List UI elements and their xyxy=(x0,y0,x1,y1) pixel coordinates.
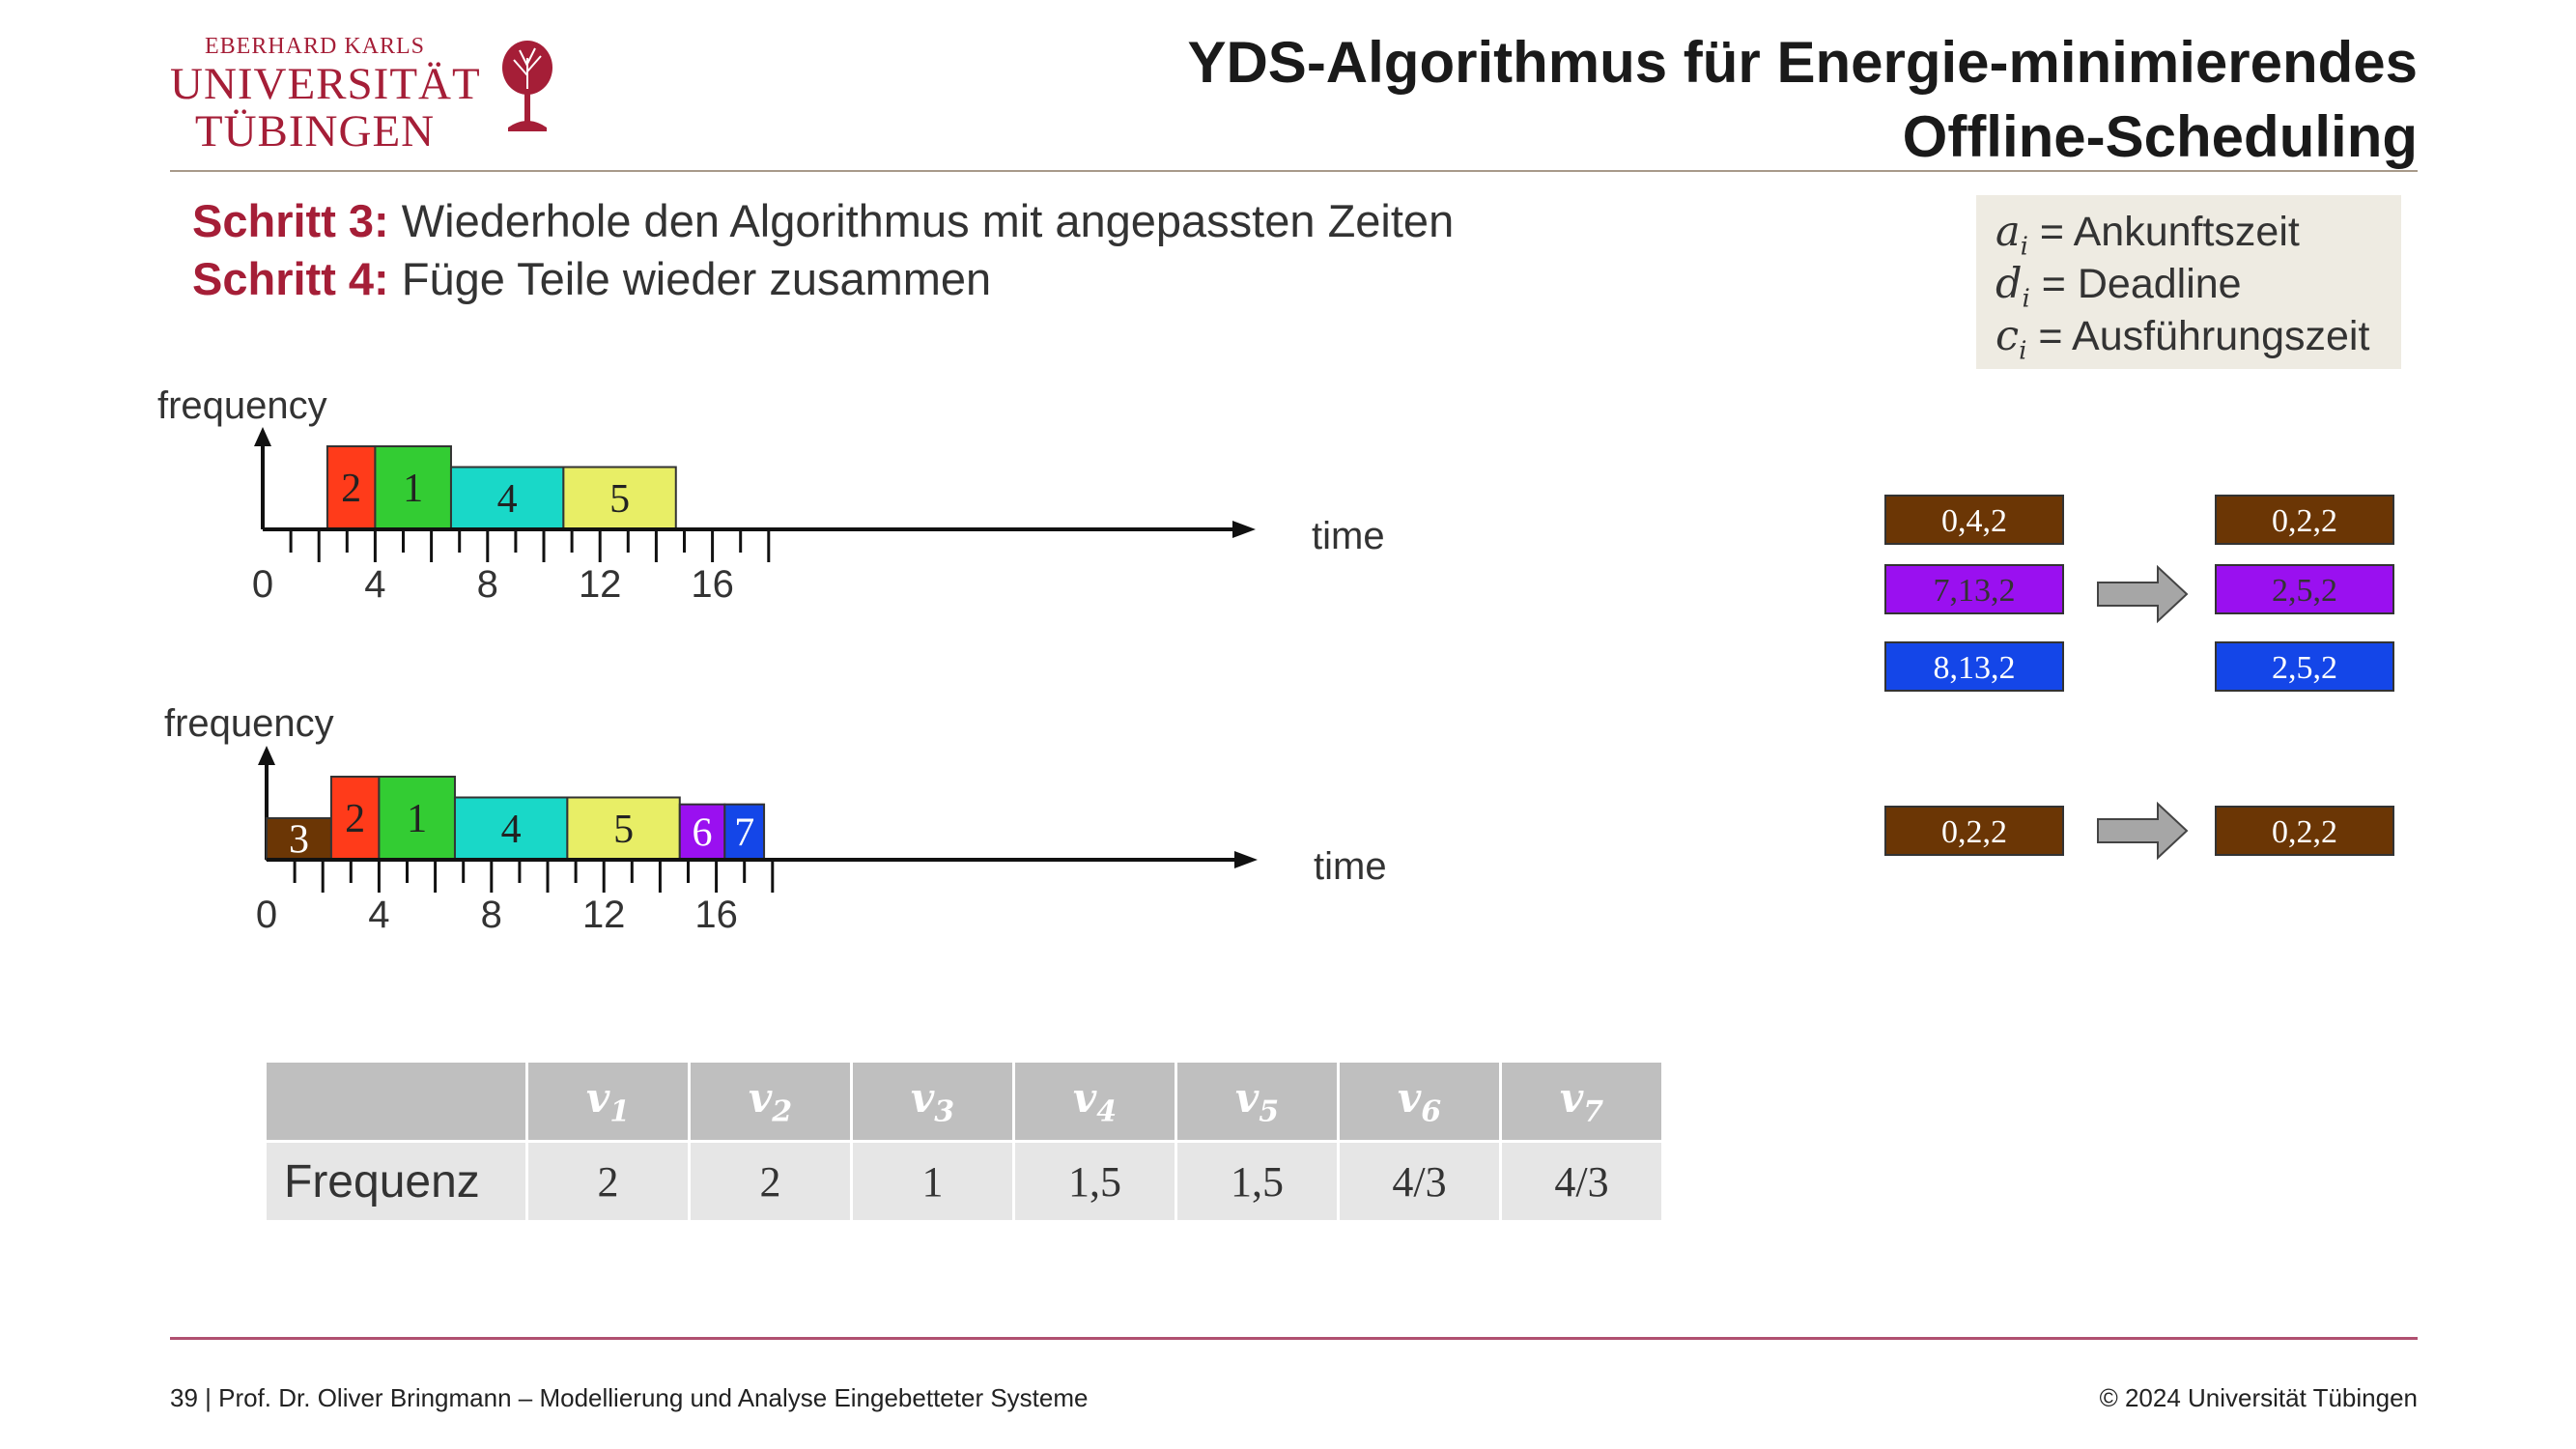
bottom-tick-label-16: 16 xyxy=(694,894,738,936)
logo-line-3: TÜBINGEN xyxy=(194,106,436,156)
bottom-job-6-bar xyxy=(678,803,726,861)
transform-from-box-3 xyxy=(1884,641,2064,692)
top-y-label: frequency xyxy=(157,384,327,427)
legend-box xyxy=(1976,195,2401,369)
step-3: Schritt 3: Wiederhole den Algorithmus mi… xyxy=(192,193,1454,249)
legend-item-deadline: di = Deadline xyxy=(1996,260,2242,314)
step-3-label: Schritt 3: xyxy=(192,195,389,246)
step-4: Schritt 4: Füge Teile wieder zusammen xyxy=(192,251,991,307)
table-cell-v5: 1,5 xyxy=(1175,1140,1340,1223)
bottom-job-5-bar xyxy=(566,796,681,861)
table-header-v2: v2 xyxy=(688,1060,853,1143)
table-header-row: v1 v2 v3 v4 v5 v6 v7 xyxy=(264,1060,1664,1143)
bottom-tick-label-0: 0 xyxy=(256,894,277,936)
university-logo: EBERHARD KARLS UNIVERSITÄT TÜBINGEN xyxy=(170,33,481,156)
transform-to-box-4 xyxy=(2215,806,2394,856)
transform-from-box-1 xyxy=(1884,495,2064,545)
table-cell-v6: 4/3 xyxy=(1337,1140,1502,1223)
table-cell-v1: 2 xyxy=(525,1140,691,1223)
top-tick-label-0: 0 xyxy=(252,563,273,606)
top-x-label: time xyxy=(1312,515,1385,557)
table-cell-v2: 2 xyxy=(688,1140,853,1223)
step-4-label: Schritt 4: xyxy=(192,253,389,304)
top-job-4-label: 4 xyxy=(497,477,518,522)
bottom-tick-label-12: 12 xyxy=(582,894,626,936)
bottom-job-2-bar xyxy=(329,776,381,861)
step-3-text: Wiederhole den Algorithmus mit angepasst… xyxy=(388,195,1455,246)
frequency-table: v1 v2 v3 v4 v5 v6 v7 Frequenz 2 2 1 1,5 … xyxy=(264,1060,1664,1223)
title-line-1: YDS-Algorithmus für Energie-minimierende… xyxy=(1187,30,2418,95)
legend-item-execution: ci = Ausführungszeit xyxy=(1996,312,2370,366)
top-job-4-bar xyxy=(449,466,565,530)
table-header-v3: v3 xyxy=(850,1060,1015,1143)
transform-arrow-icon-2 xyxy=(2097,801,2189,861)
step-4-text: Füge Teile wieder zusammen xyxy=(388,253,992,304)
bottom-job-6-label: 6 xyxy=(693,810,713,855)
table-row: Frequenz 2 2 1 1,5 1,5 4/3 4/3 xyxy=(264,1140,1664,1223)
transform-arrow-icon-1 xyxy=(2097,564,2189,624)
bottom-job-3-bar xyxy=(266,817,332,861)
top-job-1-label: 1 xyxy=(403,467,423,511)
title-line-2: Offline-Scheduling xyxy=(1902,104,2418,169)
footer-copyright: © 2024 Universität Tübingen xyxy=(2099,1383,2418,1412)
title-divider xyxy=(170,170,2418,172)
bottom-x-axis-arrow xyxy=(1234,851,1258,868)
table-header-v5: v5 xyxy=(1175,1060,1340,1143)
bottom-job-5-label: 5 xyxy=(613,808,634,852)
transform-to-box-3 xyxy=(2215,641,2394,692)
table-header-v6: v6 xyxy=(1337,1060,1502,1143)
top-job-5-label: 5 xyxy=(609,477,630,522)
transform-from-label-3: 8,13,2 xyxy=(1934,650,2016,686)
logo-line-1: EBERHARD KARLS xyxy=(204,34,426,59)
footer-divider xyxy=(170,1337,2418,1340)
top-tick-label-16: 16 xyxy=(691,563,734,606)
table-cell-v4: 1,5 xyxy=(1012,1140,1177,1223)
transform-to-box-1 xyxy=(2215,495,2394,545)
table-header-empty xyxy=(264,1060,528,1143)
transform-to-label-2: 2,5,2 xyxy=(2272,573,2337,609)
bottom-tick-label-4: 4 xyxy=(368,894,389,936)
bottom-job-4-label: 4 xyxy=(501,808,522,852)
bottom-job-1-label: 1 xyxy=(407,797,427,841)
transform-to-label-4: 0,2,2 xyxy=(2272,814,2337,850)
transform-from-label-4: 0,2,2 xyxy=(1941,814,2007,850)
logo-line-2: UNIVERSITÄT xyxy=(170,59,481,109)
bottom-y-label: frequency xyxy=(164,702,334,745)
bottom-job-2-label: 2 xyxy=(345,797,365,841)
transform-from-label-2: 7,13,2 xyxy=(1934,573,2016,609)
transform-to-box-2 xyxy=(2215,564,2394,614)
top-y-axis-arrow xyxy=(254,427,271,446)
bottom-job-7-label: 7 xyxy=(734,810,754,855)
top-tick-label-12: 12 xyxy=(579,563,622,606)
transform-to-label-3: 2,5,2 xyxy=(2272,650,2337,686)
bottom-tick-label-8: 8 xyxy=(481,894,502,936)
footer-left: 39 | Prof. Dr. Oliver Bringmann – Modell… xyxy=(170,1383,1089,1412)
transform-from-label-1: 0,4,2 xyxy=(1941,503,2007,539)
slide-title: YDS-Algorithmus für Energie-minimierende… xyxy=(776,25,2418,174)
top-x-axis-arrow xyxy=(1232,521,1256,538)
top-tick-label-8: 8 xyxy=(477,563,498,606)
bottom-y-axis-arrow xyxy=(258,746,275,765)
table-cell-v3: 1 xyxy=(850,1140,1015,1223)
table-header-v1: v1 xyxy=(525,1060,691,1143)
transform-from-box-2 xyxy=(1884,564,2064,614)
top-job-2-label: 2 xyxy=(341,467,361,511)
tree-logo-icon xyxy=(502,41,552,131)
transform-from-box-4 xyxy=(1884,806,2064,856)
bottom-job-3-label: 3 xyxy=(289,818,309,863)
bottom-job-1-bar xyxy=(378,776,456,861)
table-row-label: Frequenz xyxy=(264,1140,528,1223)
top-tick-label-4: 4 xyxy=(364,563,385,606)
table-cell-v7: 4/3 xyxy=(1499,1140,1664,1223)
transform-to-label-1: 0,2,2 xyxy=(2272,503,2337,539)
bottom-x-label: time xyxy=(1314,845,1387,888)
top-job-5-bar xyxy=(562,466,677,530)
table-header-v4: v4 xyxy=(1012,1060,1177,1143)
legend-item-arrival: ai = Ankunftszeit xyxy=(1996,208,2300,262)
table-header-v7: v7 xyxy=(1499,1060,1664,1143)
